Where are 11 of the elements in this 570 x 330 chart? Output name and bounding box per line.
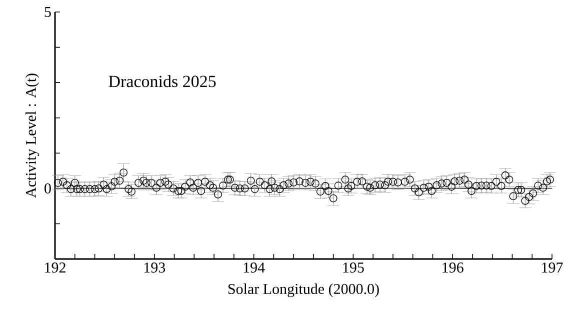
x-tick-label: 192	[45, 262, 66, 273]
y-tick-label: 5	[44, 7, 51, 17]
x-tick-label: 195	[343, 262, 364, 273]
y-axis-title: Activity Level : A(t)	[25, 74, 40, 198]
x-tick-label: 194	[244, 262, 265, 273]
x-axis-title: Solar Longitude (2000.0)	[228, 283, 379, 298]
y-tick-label: 0	[44, 183, 51, 194]
annotation: Draconids 2025	[108, 75, 216, 88]
x-tick-label: 196	[442, 262, 464, 273]
x-tick-label: 193	[144, 262, 166, 273]
x-tick-label: 197	[542, 262, 563, 273]
